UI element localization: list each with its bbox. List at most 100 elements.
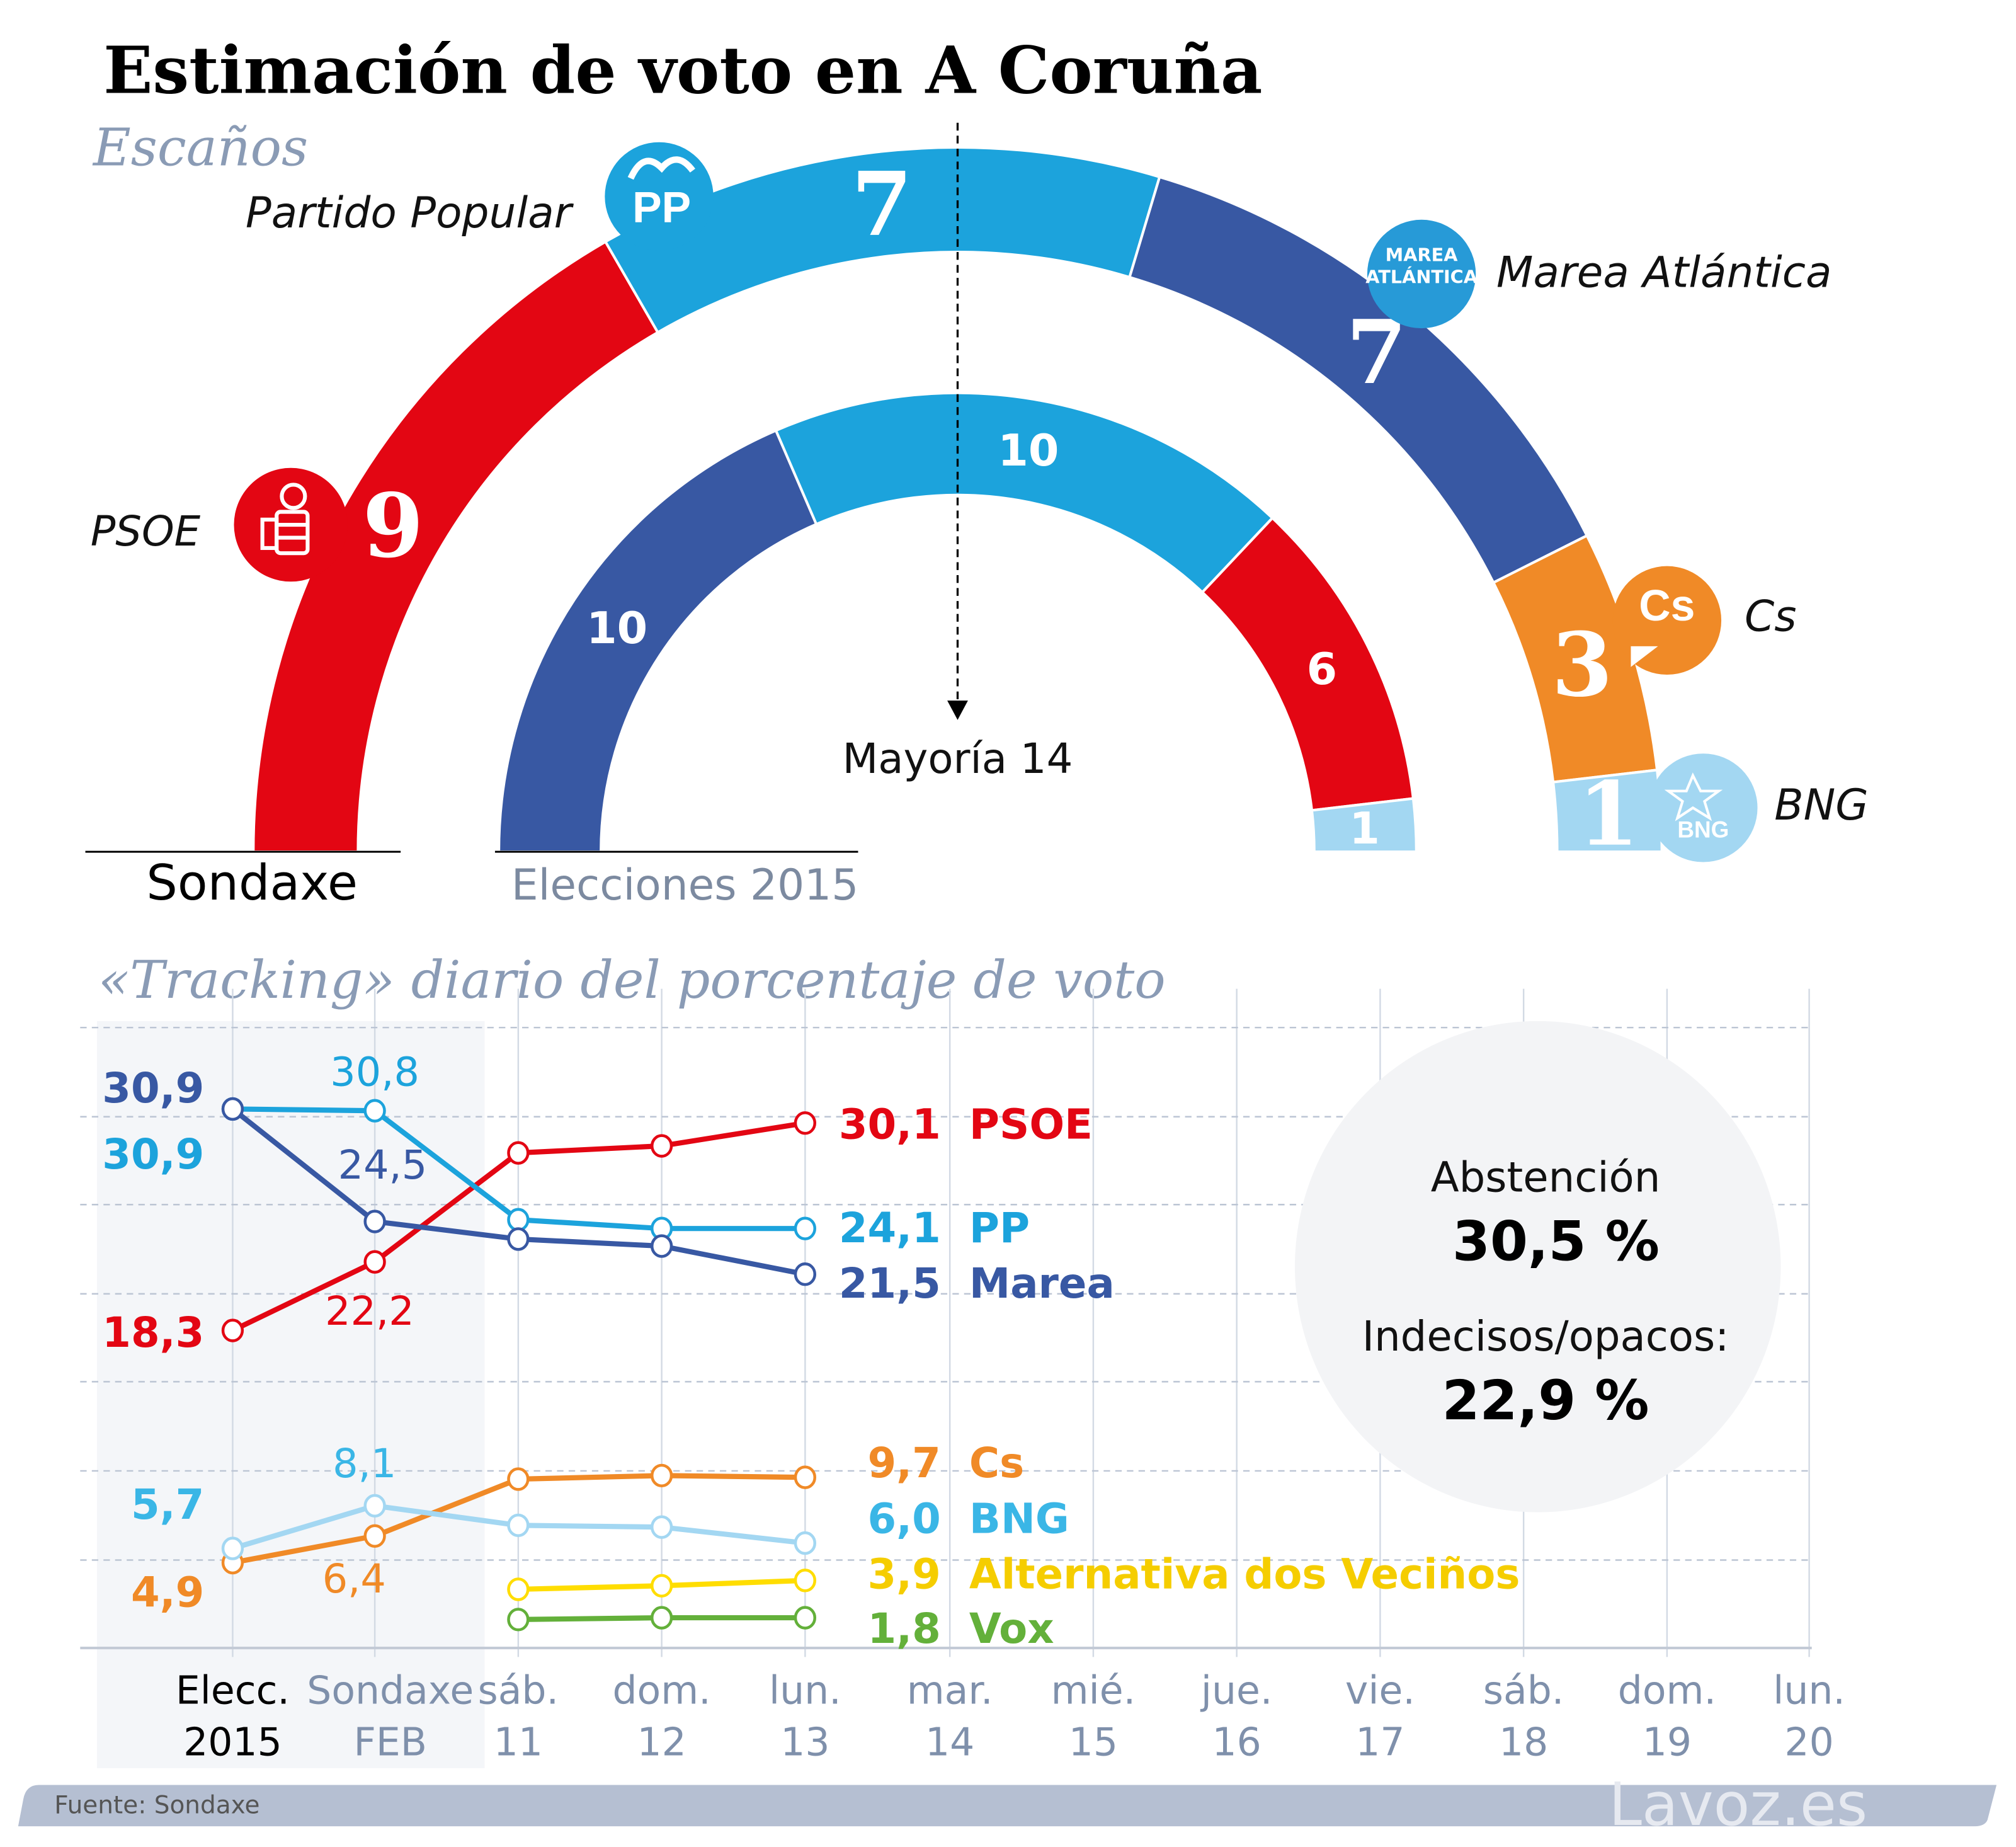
series-pp	[221, 1097, 817, 1240]
data-point	[507, 1608, 530, 1632]
bng-star-icon	[1664, 772, 1723, 821]
feb-value-label-bng: 8,1	[333, 1440, 396, 1487]
end-value-label-psoe: 30,1	[839, 1101, 941, 1149]
sondaxe-seat-count-bng: 1	[1578, 762, 1639, 866]
party-label-marea: MAREA ATLÁNTICA Marea Atlántica	[1365, 219, 1831, 329]
x-tick-sublabel-11: 20	[1784, 1719, 1833, 1764]
series-name-label-cs: Cs	[969, 1439, 1024, 1487]
series-name-label-psoe: PSOE	[969, 1101, 1093, 1149]
x-tick-label-11: lun.	[1773, 1667, 1845, 1713]
x-tick-sublabel-2: 11	[494, 1719, 543, 1764]
tracking-subtitle: «Tracking» diario del porcentaje de voto	[98, 951, 1166, 1010]
majority-arrow-icon	[947, 700, 968, 720]
feb-value-label-cs: 6,4	[322, 1555, 386, 1602]
data-point	[794, 1216, 817, 1240]
party-label-cs: Cs Cs	[1612, 566, 1797, 675]
elecciones-segment-bng	[1310, 797, 1418, 854]
series-name-label-marea: Marea	[969, 1260, 1115, 1308]
elecciones-segment-pp	[774, 391, 1275, 595]
svg-text:BNG: BNG	[1677, 817, 1729, 843]
x-tick-sublabel-10: 19	[1643, 1719, 1692, 1764]
elecciones-seat-count-marea: 10	[586, 603, 647, 654]
elecciones-segment-marea	[498, 428, 818, 854]
series-name-label-pp: PP	[969, 1204, 1030, 1252]
tracking-chart: Elecc.2015SondaxeFEBsáb.11dom.12lun.13ma…	[80, 988, 1845, 1768]
feb-value-label-psoe: 22,2	[325, 1288, 414, 1334]
abstention-panel: Abstención 30,5 % Indecisos/opacos: 22,9…	[1362, 1154, 1729, 1432]
x-tick-sublabel-3: 12	[637, 1719, 686, 1764]
abstention-value: 30,5 %	[1452, 1210, 1660, 1273]
x-tick-sublabel-5: 14	[925, 1719, 974, 1764]
data-point	[507, 1227, 530, 1251]
series-vox	[507, 1606, 817, 1632]
data-point	[221, 1318, 244, 1342]
x-tick-sublabel-6: 15	[1069, 1719, 1118, 1764]
series-marea	[221, 1097, 817, 1286]
elecciones-seat-count-bng: 1	[1349, 803, 1380, 854]
x-tick-label-6: mié.	[1051, 1667, 1136, 1713]
data-point	[794, 1262, 817, 1286]
data-point	[363, 1524, 386, 1548]
x-tick-label-10: dom.	[1618, 1667, 1716, 1713]
start-value-label-pp: 30,9	[102, 1131, 204, 1179]
x-tick-label-9: sáb.	[1483, 1667, 1564, 1713]
svg-text:Cs: Cs	[1745, 591, 1797, 641]
elecciones-seat-count-pp: 10	[998, 425, 1059, 476]
data-point	[507, 1513, 530, 1538]
data-point	[507, 1141, 530, 1165]
rose-fist-icon	[260, 483, 310, 556]
elecciones-label: Elecciones 2015	[511, 860, 858, 910]
end-value-label-marea: 21,5	[839, 1260, 941, 1308]
svg-text:Marea Atlántica: Marea Atlántica	[1496, 247, 1831, 297]
seats-subtitle: Escaños	[92, 118, 308, 178]
undecided-value: 22,9 %	[1442, 1370, 1649, 1432]
feb-value-label-marea: 24,5	[338, 1141, 428, 1188]
data-point	[794, 1569, 817, 1593]
x-tick-sublabel-8: 17	[1355, 1719, 1404, 1764]
party-label-bng: BNG BNG	[1649, 753, 1869, 862]
series-bng	[221, 1494, 817, 1560]
series-name-label-alternativa-dos-veciños: Alternativa dos Veciños	[969, 1551, 1520, 1599]
start-value-label-bng: 5,7	[131, 1481, 204, 1529]
svg-text:MAREA: MAREA	[1386, 244, 1459, 265]
elecciones-2015-seat-arc: 10 10 6 1	[498, 391, 1418, 854]
value-labels: 18,3 22,2 30,1 PSOE 30,9 30,8 24,1 PP 30,9 24,5 21…	[102, 1048, 1520, 1652]
data-point	[650, 1574, 673, 1598]
end-value-label-bng: 6,0	[868, 1495, 941, 1543]
data-point	[794, 1111, 817, 1135]
sondaxe-seat-count-pp: 7	[851, 152, 913, 256]
x-tick-label-1: Sondaxe	[307, 1667, 474, 1713]
series-alternativa-dos-veciños	[507, 1569, 817, 1601]
data-point	[650, 1234, 673, 1258]
data-point	[221, 1097, 244, 1121]
data-point	[650, 1463, 673, 1488]
x-tick-label-0: Elecc.	[176, 1667, 290, 1713]
series-psoe	[221, 1111, 817, 1342]
party-label-pp: Partido Popular PP	[246, 142, 714, 251]
data-point	[794, 1465, 817, 1489]
data-point	[221, 1536, 244, 1560]
bng-logo-icon	[1649, 753, 1758, 862]
svg-text:BNG: BNG	[1774, 780, 1869, 830]
data-point	[507, 1208, 530, 1232]
svg-text:Partido Popular: Partido Popular	[246, 188, 574, 237]
x-tick-label-5: mar.	[907, 1667, 993, 1713]
data-point	[794, 1531, 817, 1555]
undecided-label: Indecisos/opacos:	[1362, 1313, 1729, 1361]
end-value-label-vox: 1,8	[868, 1605, 941, 1653]
end-value-label-cs: 9,7	[868, 1439, 941, 1487]
data-point	[650, 1606, 673, 1630]
data-point	[650, 1515, 673, 1539]
sondaxe-label: Sondaxe	[146, 855, 358, 912]
x-tick-sublabel-0: 2015	[183, 1719, 282, 1764]
end-value-label-pp: 24,1	[839, 1204, 941, 1252]
series-lines	[221, 1097, 817, 1632]
data-point	[363, 1209, 386, 1233]
x-axis-labels: Elecc.2015SondaxeFEBsáb.11dom.12lun.13ma…	[176, 1667, 1845, 1764]
sondaxe-seat-count-psoe: 9	[362, 474, 423, 577]
x-tick-sublabel-4: 13	[780, 1719, 829, 1764]
data-point	[507, 1577, 530, 1601]
